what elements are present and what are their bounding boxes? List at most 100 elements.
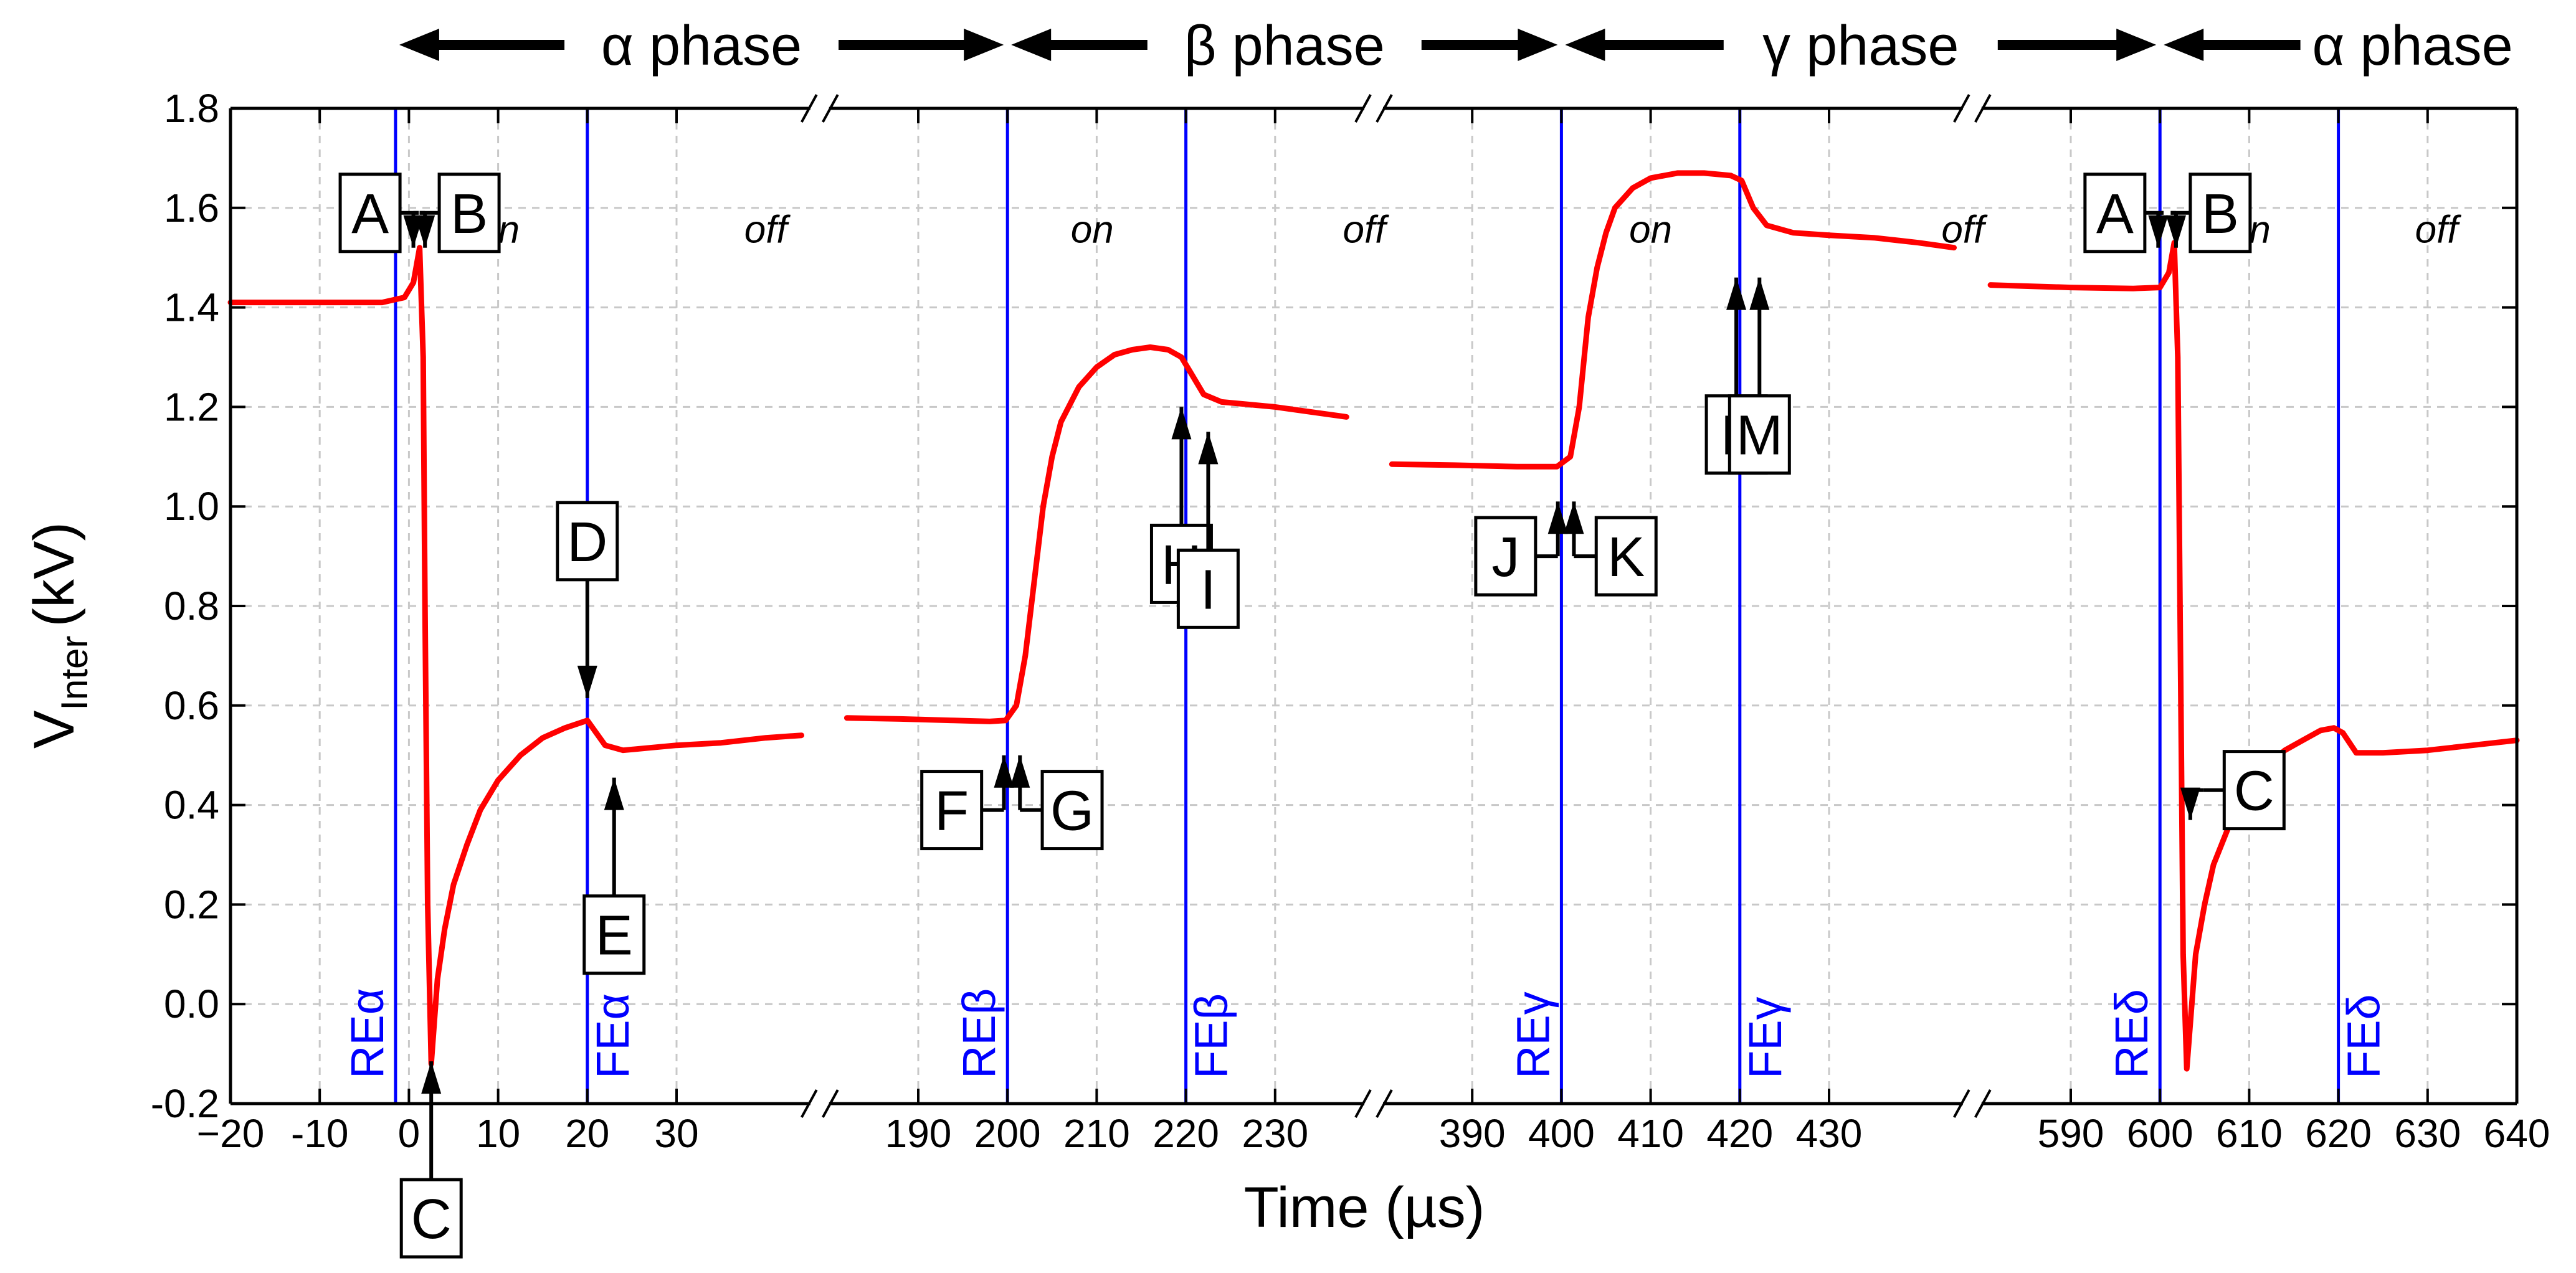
marker-arrow-head [604, 777, 624, 810]
phase-label: γ phase [1762, 15, 1959, 77]
y-tick-label: 0.8 [164, 584, 219, 628]
marker-arrow-head [1171, 407, 1192, 440]
marker-label: C [411, 1188, 452, 1251]
marker-box [556, 501, 619, 582]
marker-label: A [2096, 183, 2134, 245]
state-label: off [1941, 209, 1988, 252]
x-axis-title: Time (µs) [1244, 1176, 1485, 1239]
phase-label: β phase [1184, 15, 1385, 77]
marker-label: B [2202, 183, 2239, 245]
x-tick-label: 630 [2394, 1111, 2461, 1156]
marker-arrow-head [577, 665, 597, 698]
edge-label: FEα [587, 993, 639, 1079]
x-tick-label: -10 [291, 1111, 349, 1156]
arrow-head [1565, 29, 1605, 61]
marker-box [2083, 173, 2147, 253]
edge-label: FEβ [1186, 993, 1237, 1079]
x-tick-label: 200 [974, 1111, 1041, 1156]
marker-arrow-head [994, 755, 1014, 788]
series-line [227, 245, 804, 1067]
y-tick-label: 1.0 [164, 484, 219, 529]
marker-box [338, 173, 402, 253]
edge-label: REγ [1507, 991, 1559, 1079]
x-tick-label: 30 [654, 1111, 698, 1156]
marker-box [1728, 394, 1791, 475]
axis-break-mark [1354, 1089, 1372, 1118]
x-tick-label: 640 [2484, 1111, 2550, 1156]
arrow-head [2164, 29, 2204, 61]
marker-label: G [1050, 780, 1094, 843]
marker-label: A [351, 183, 389, 245]
axis-break-mark [1354, 94, 1372, 123]
series-line [844, 344, 1349, 724]
marker-box [920, 770, 984, 851]
point-markers: ABCDEFGHIJKLMABC [338, 173, 2286, 1259]
state-label: off [2415, 209, 2462, 252]
axis-break-mark [1953, 94, 1970, 123]
edge-label: REδ [2106, 989, 2157, 1079]
axis-break-mark [1953, 1089, 1970, 1118]
x-tick-label: 390 [1439, 1111, 1506, 1156]
axis-break-mark [801, 94, 818, 123]
marker-box [437, 173, 501, 253]
series-line [1987, 240, 2520, 1072]
edge-label: FEγ [1739, 996, 1791, 1079]
arrow-head [1518, 29, 1558, 61]
marker-arrow-head [421, 1061, 442, 1094]
x-tick-label: 20 [565, 1111, 609, 1156]
series-voltage [227, 170, 2520, 1072]
x-tick-label: 420 [1706, 1111, 1773, 1156]
x-tick-label: 590 [2038, 1111, 2104, 1156]
marker-label: K [1607, 526, 1645, 589]
x-tick-label: 600 [2127, 1111, 2193, 1156]
edge-label: REα [341, 988, 393, 1079]
marker-label: B [450, 183, 488, 245]
phase-annotations: α phase β phase γ phase α phase [399, 15, 2513, 77]
marker-label: C [2234, 760, 2274, 823]
y-tick-label: 1.2 [164, 384, 219, 429]
marker-box [2189, 173, 2252, 253]
state-label: off [1343, 209, 1390, 252]
marker-label: D [567, 511, 607, 574]
edge-label: FEδ [2338, 994, 2390, 1079]
edge-label: REβ [953, 988, 1005, 1079]
marker-box [582, 894, 646, 975]
marker-box [399, 1178, 463, 1259]
arrow-head [1011, 29, 1052, 61]
marker-box [1040, 770, 1104, 851]
marker-label: M [1736, 405, 1783, 467]
svg-text:VInter(kV): VInter (kV) [22, 522, 95, 749]
x-tick-label: 400 [1528, 1111, 1595, 1156]
y-tick-label: 0.4 [164, 783, 219, 828]
marker-arrow-head [1547, 501, 1568, 534]
x-tick-label: 190 [885, 1111, 952, 1156]
marker-box [1594, 516, 1658, 597]
marker-arrow-head [415, 215, 435, 248]
y-axis-title: VInter (kV) [22, 522, 95, 749]
state-label: on [1071, 209, 1114, 252]
x-tick-label: 0 [398, 1111, 421, 1156]
edge-labels: REα FEα REβ FEβ REγ FEγ REδ FEδ [341, 988, 2390, 1079]
marker-box [1474, 516, 1538, 597]
marker-label: E [596, 905, 633, 967]
x-tick-label: 220 [1153, 1111, 1219, 1156]
y-tick-label: 0.0 [164, 982, 219, 1026]
x-tick-label: −20 [197, 1111, 265, 1156]
y-tick-label: 0.6 [164, 683, 219, 728]
marker-arrow-head [2165, 215, 2186, 248]
state-label: off [744, 209, 791, 252]
arrow-head [399, 29, 439, 61]
y-tick-label: 1.4 [164, 285, 219, 330]
marker-label: F [934, 780, 969, 843]
marker-arrow-head [1726, 277, 1747, 310]
phase-label: α phase [2312, 15, 2512, 77]
y-tick-label: -0.2 [151, 1081, 219, 1126]
marker-label: I [1200, 559, 1216, 621]
marker-box [2222, 750, 2286, 831]
x-tick-label: 10 [476, 1111, 520, 1156]
arrow-head [964, 29, 1004, 61]
marker-arrow-head [2148, 215, 2169, 248]
y-tick-label: 1.8 [164, 86, 219, 131]
x-tick-label: 410 [1617, 1111, 1684, 1156]
